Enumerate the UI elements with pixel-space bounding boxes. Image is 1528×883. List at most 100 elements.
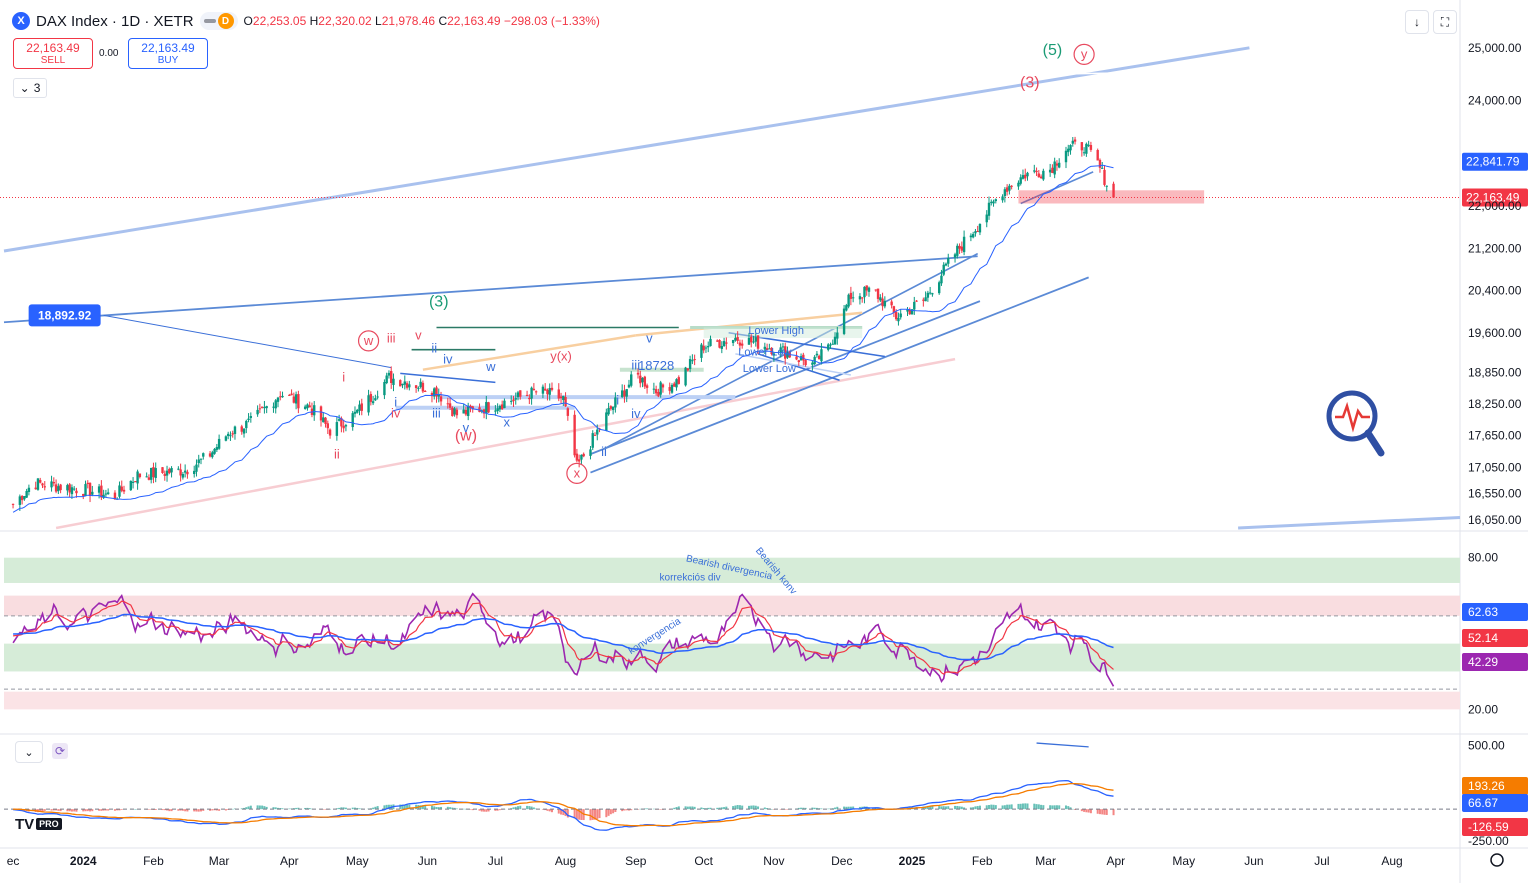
candle-body bbox=[168, 468, 171, 474]
candle-body bbox=[928, 292, 932, 294]
macd-histogram-bar bbox=[274, 807, 277, 810]
macd-collapse-button[interactable]: ⌄ bbox=[15, 741, 43, 763]
download-button[interactable]: ↓ bbox=[1405, 10, 1429, 34]
candle-body bbox=[213, 448, 216, 454]
time-tick-label: Feb bbox=[972, 854, 993, 868]
candle-body bbox=[573, 414, 576, 456]
macd-histogram-bar bbox=[50, 809, 53, 811]
macd-histogram-bar bbox=[308, 808, 311, 810]
candle-body bbox=[763, 346, 767, 350]
candle-body bbox=[614, 397, 617, 408]
macd-histogram-bar bbox=[580, 809, 583, 820]
candle-body bbox=[1064, 150, 1068, 163]
symbol-title[interactable]: DAX Index · 1D · XETR bbox=[36, 12, 194, 30]
macd-histogram-bar bbox=[494, 809, 497, 811]
macd-histogram-bar bbox=[195, 809, 198, 812]
macd-histogram-bar bbox=[177, 809, 180, 811]
candle-body bbox=[279, 396, 282, 398]
candle-body bbox=[1026, 172, 1029, 177]
candle-body bbox=[245, 420, 248, 429]
candle-body bbox=[736, 337, 739, 341]
candle-body bbox=[858, 296, 862, 300]
candle-body bbox=[747, 337, 751, 345]
macd-histogram-bar bbox=[1053, 805, 1056, 810]
candle-body bbox=[969, 235, 973, 238]
candle-body bbox=[863, 286, 866, 298]
candle-body bbox=[464, 409, 468, 415]
macd-histogram-bar bbox=[578, 809, 581, 820]
candle-body bbox=[451, 407, 454, 417]
candle-body bbox=[1001, 196, 1004, 201]
candle-body bbox=[627, 384, 631, 388]
time-tick-label: ec bbox=[7, 854, 20, 868]
macd-histogram-bar bbox=[972, 807, 975, 810]
candle-body bbox=[1087, 144, 1090, 146]
macd-histogram-bar bbox=[240, 808, 243, 810]
symbol-logo[interactable]: X bbox=[12, 12, 30, 30]
candle-body bbox=[593, 434, 597, 436]
macd-histogram-bar bbox=[480, 809, 483, 812]
macd-histogram-bar bbox=[815, 807, 818, 810]
candle-body bbox=[242, 428, 246, 434]
candle-body bbox=[54, 484, 58, 492]
candle-body bbox=[820, 349, 823, 362]
projection-line bbox=[103, 314, 392, 369]
buy-button[interactable]: 22,163.49 BUY bbox=[128, 38, 208, 69]
candle-body bbox=[1098, 159, 1102, 168]
refresh-icon[interactable]: ⟳ bbox=[52, 743, 68, 759]
macd-histogram-bar bbox=[421, 805, 424, 810]
candle-body bbox=[765, 348, 769, 350]
channel-line bbox=[590, 300, 981, 455]
macd-histogram-bar bbox=[387, 804, 390, 810]
candle-body bbox=[754, 337, 757, 342]
macd-histogram-bar bbox=[1069, 807, 1072, 810]
indicators-toggle[interactable]: ⌄ 3 bbox=[13, 78, 47, 98]
wave-label: v bbox=[415, 328, 422, 343]
wave-label: iv bbox=[443, 351, 453, 366]
settings-icon[interactable] bbox=[1490, 853, 1504, 867]
candle-body bbox=[691, 360, 694, 362]
candle-body bbox=[958, 245, 961, 249]
candle-body bbox=[512, 399, 515, 402]
candle-body bbox=[897, 317, 900, 322]
candle-body bbox=[722, 341, 726, 347]
macd-histogram-bar bbox=[306, 807, 309, 810]
market-status-pill[interactable]: D bbox=[199, 12, 238, 30]
time-tick-label: May bbox=[346, 854, 369, 868]
macd-histogram-bar bbox=[168, 809, 171, 812]
time-tick-label: 2025 bbox=[899, 854, 926, 868]
candle-body bbox=[70, 487, 74, 495]
search-analysis-icon[interactable] bbox=[1326, 390, 1385, 457]
candle-body bbox=[740, 343, 744, 346]
candle-body bbox=[670, 384, 674, 393]
macd-value-box bbox=[1462, 818, 1528, 836]
macd-histogram-bar bbox=[59, 809, 62, 812]
candle-body bbox=[942, 264, 945, 275]
candle-body bbox=[435, 387, 438, 397]
macd-histogram-bar bbox=[843, 806, 846, 810]
macd-histogram-bar bbox=[659, 809, 662, 810]
wave-label: w bbox=[485, 359, 496, 374]
trend-line bbox=[757, 353, 840, 381]
candle-body bbox=[609, 406, 613, 409]
macd-histogram-bar bbox=[55, 809, 58, 811]
candle-body bbox=[186, 471, 189, 475]
candle-body bbox=[439, 396, 443, 402]
axis-price-label: 22,163.49 bbox=[1466, 191, 1520, 205]
candle-body bbox=[423, 390, 427, 392]
macd-histogram-bar bbox=[754, 805, 757, 810]
candle-body bbox=[842, 308, 846, 334]
candle-body bbox=[276, 397, 280, 402]
macd-histogram-bar bbox=[684, 806, 687, 810]
spacer bbox=[1045, 72, 1112, 75]
macd-line bbox=[13, 779, 1114, 831]
candle-body bbox=[577, 459, 581, 462]
candle-body bbox=[673, 383, 676, 387]
macd-histogram-bar bbox=[1085, 809, 1088, 813]
candle-body bbox=[161, 467, 164, 473]
fullscreen-button[interactable]: ⛶ bbox=[1433, 10, 1457, 34]
macd-histogram-bar bbox=[530, 806, 533, 810]
macd-histogram-bar bbox=[560, 809, 563, 815]
sell-button[interactable]: 22,163.49 SELL bbox=[13, 38, 93, 69]
